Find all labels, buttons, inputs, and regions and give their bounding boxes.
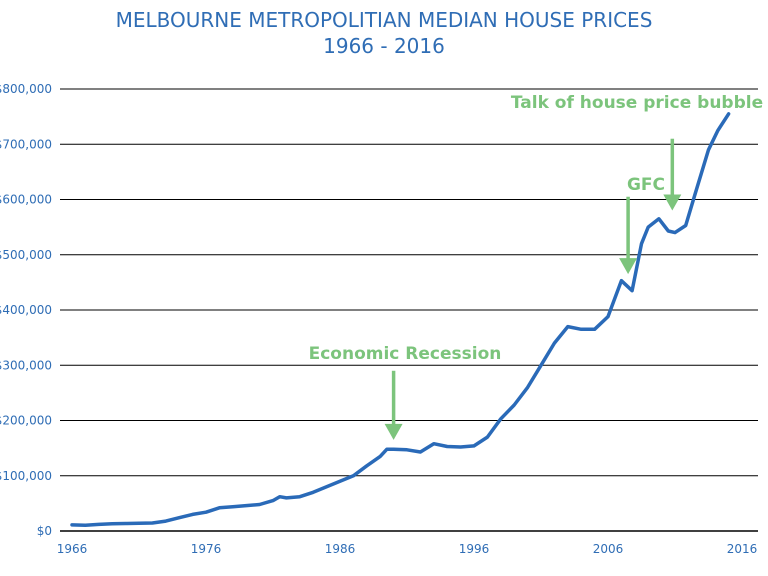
- y-tick-label: $100,000: [0, 469, 52, 483]
- price-series-line: [70, 112, 731, 527]
- annotation-arrow-head: [663, 194, 682, 211]
- annotation-label: GFC: [627, 175, 665, 195]
- gridlines: [60, 88, 758, 532]
- y-tick-label: $200,000: [0, 414, 52, 428]
- x-tick-label: 2016: [727, 542, 758, 556]
- annotation: Economic Recession: [309, 344, 502, 440]
- annotation: Talk of house price bubble: [511, 93, 763, 211]
- x-tick-label: 1966: [57, 542, 88, 556]
- annotation-arrow-head: [384, 423, 403, 440]
- annotation-label: Economic Recession: [309, 344, 502, 364]
- x-tick-label: 1976: [191, 542, 222, 556]
- x-tick-label: 2006: [593, 542, 624, 556]
- annotation: GFC: [619, 175, 665, 275]
- chart-subtitle: 1966 - 2016: [323, 34, 445, 58]
- chart-title: MELBOURNE METROPOLITIAN MEDIAN HOUSE PRI…: [115, 8, 653, 32]
- y-tick-label: $600,000: [0, 193, 52, 207]
- y-tick-label: $300,000: [0, 358, 52, 372]
- annotation-label: Talk of house price bubble: [511, 93, 763, 113]
- y-tick-label: $400,000: [0, 303, 52, 317]
- x-tick-label: 1996: [459, 542, 490, 556]
- y-tick-label: $700,000: [0, 137, 52, 151]
- x-axis-ticks: 1966 1976 1986 1996 2006 2016: [57, 542, 758, 556]
- y-axis-ticks: $0 $100,000 $200,000 $300,000 $400,000 $500,0…: [0, 82, 52, 538]
- series-group: [70, 112, 731, 527]
- y-tick-label: $0: [37, 524, 52, 538]
- y-tick-label: $500,000: [0, 248, 52, 262]
- annotation-arrow-head: [619, 258, 638, 275]
- y-tick-label: $800,000: [0, 82, 52, 96]
- x-tick-label: 1986: [325, 542, 356, 556]
- annotations-group: Economic Recession GFC Talk of house price…: [309, 93, 763, 440]
